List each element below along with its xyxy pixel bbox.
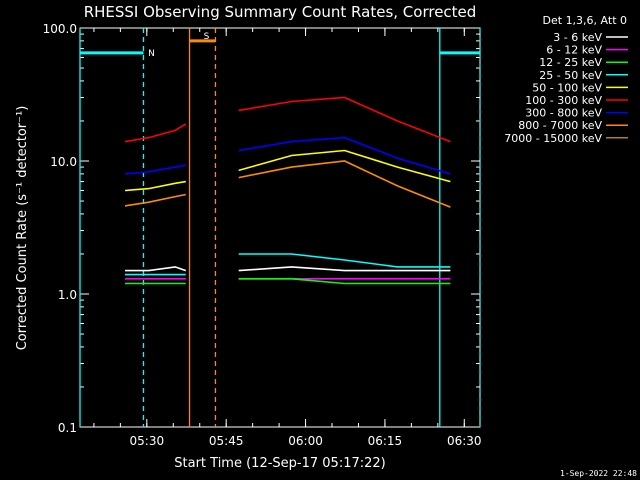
footer-timestamp: 1-Sep-2022 22:48 xyxy=(560,469,637,478)
legend-label: 12 - 25 keV xyxy=(539,56,602,69)
series-line xyxy=(124,193,186,207)
series-line xyxy=(238,266,451,272)
x-tick-label: 06:00 xyxy=(288,434,323,448)
series-line xyxy=(124,164,186,175)
legend-label: 300 - 800 keV xyxy=(525,107,602,120)
series-line xyxy=(238,136,451,175)
legend-label: 3 - 6 keV xyxy=(553,31,602,44)
x-tick-label: 06:15 xyxy=(368,434,403,448)
chart-title: RHESSI Observing Summary Count Rates, Co… xyxy=(84,3,477,21)
series-line xyxy=(238,96,451,143)
series-line xyxy=(124,123,187,143)
series-line xyxy=(124,180,186,192)
y-tick-label: 0.1 xyxy=(58,421,77,435)
saa-night-bands: NS xyxy=(80,32,480,59)
series-line xyxy=(238,149,451,183)
series-line xyxy=(238,277,451,285)
x-axis-label: Start Time (12-Sep-17 05:17:22) xyxy=(174,456,385,471)
x-tick-label: 05:45 xyxy=(209,434,244,448)
y-tick-label: 1.0 xyxy=(58,288,77,302)
legend-label: 7000 - 15000 keV xyxy=(504,132,602,145)
legend-label: 50 - 100 keV xyxy=(532,81,602,94)
x-tick-label: 05:30 xyxy=(130,434,165,448)
legend-label: 25 - 50 keV xyxy=(539,69,602,82)
data-series xyxy=(124,96,451,285)
plot-area xyxy=(79,27,481,428)
band-label: S xyxy=(204,32,210,42)
y-tick-label: 10.0 xyxy=(50,155,77,169)
y-axis-ticks: 0.1 1.0 10.0 100.0 xyxy=(43,22,480,435)
y-axis-label: Corrected Count Rate (s⁻¹ detector⁻¹) xyxy=(15,106,30,351)
series-line xyxy=(238,253,451,268)
x-axis-ticks: 05:30 05:45 06:00 06:15 06:30 xyxy=(93,28,482,448)
series-line xyxy=(238,160,451,208)
time-markers xyxy=(79,28,481,427)
plot-frame xyxy=(79,27,481,428)
y-tick-label: 100.0 xyxy=(43,22,77,36)
legend-label: 100 - 300 keV xyxy=(525,94,602,107)
band-label: N xyxy=(148,49,155,59)
series-line xyxy=(125,266,187,272)
legend-label: 800 - 7000 keV xyxy=(518,119,602,132)
legend-label: 6 - 12 keV xyxy=(546,44,602,57)
legend-header: Det 1,3,6, Att 0 xyxy=(543,14,627,27)
x-tick-label: 06:30 xyxy=(447,434,482,448)
